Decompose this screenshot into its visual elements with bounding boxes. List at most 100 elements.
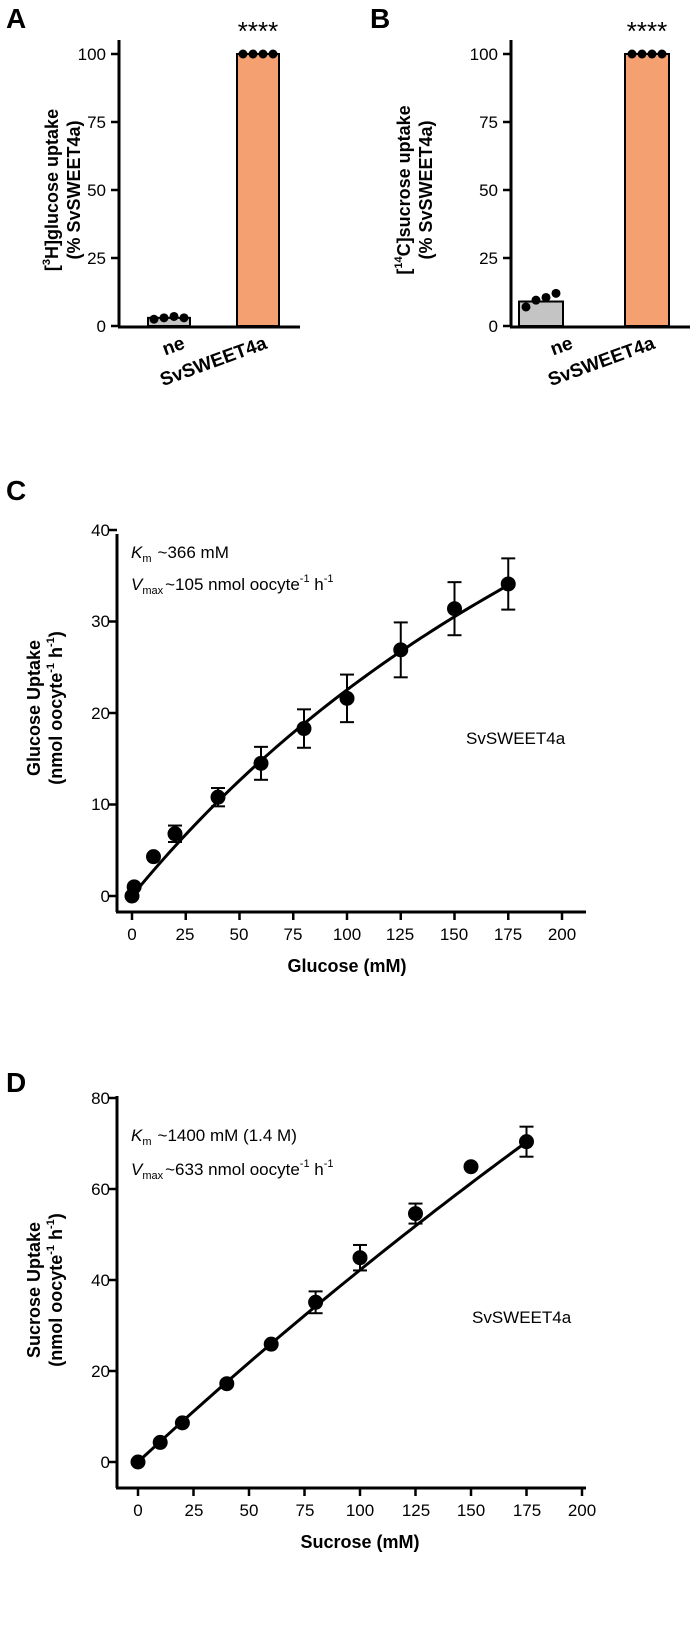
data-point <box>531 295 541 305</box>
panel-c-yticks: 0 10 20 30 40 <box>91 521 110 906</box>
panel-c-xtick-label: 125 <box>386 925 414 944</box>
panel-b-points <box>521 49 667 312</box>
data-point <box>248 49 258 59</box>
data-point <box>146 849 161 865</box>
panel-b-bar-svsweet4a <box>624 53 670 327</box>
panel-d-xtick-label: 75 <box>296 1501 315 1520</box>
panel-c-xticks: 0 25 50 75 100 125 150 175 200 <box>127 925 576 944</box>
data-point <box>308 1294 324 1310</box>
panel-c-km-annotation: Km ~366 mM <box>131 543 229 565</box>
panel-a-points <box>149 49 278 324</box>
data-point <box>463 1159 479 1175</box>
panel-c-xtick-label: 175 <box>494 925 522 944</box>
panel-c: C Glucose Uptake (nmol oocyte-1 h-1) 0 1… <box>6 475 586 976</box>
data-point <box>500 576 516 592</box>
data-point <box>149 314 159 324</box>
data-point <box>169 311 179 321</box>
data-point <box>238 49 248 59</box>
panel-a-ylabel-line1: [3H]glucose uptake <box>41 109 62 271</box>
panel-a-ytick-label: 0 <box>97 317 106 336</box>
panel-c-ylabel-line2: (nmol oocyte-1 h-1) <box>45 631 66 785</box>
panel-c-xtick-label: 200 <box>548 925 576 944</box>
data-point <box>210 789 226 805</box>
panel-d-fit-curve <box>136 1140 528 1464</box>
data-point <box>174 1415 190 1431</box>
panel-d-xtick-label: 50 <box>240 1501 259 1520</box>
data-point <box>657 49 667 59</box>
panel-d-xtick-label: 150 <box>457 1501 485 1520</box>
data-point <box>339 690 355 706</box>
data-point <box>541 292 551 302</box>
panel-c-xtick-label: 100 <box>333 925 361 944</box>
data-point <box>296 721 312 737</box>
panel-a-significance: **** <box>238 16 278 46</box>
panel-a: A [3H]glucose uptake (% SvSWEET4a) 0 25 … <box>6 3 300 391</box>
panel-d-xlabel: Sucrose (mM) <box>300 1532 419 1552</box>
data-point <box>352 1250 368 1266</box>
panel-c-xtick-label: 0 <box>127 925 136 944</box>
panel-c-xtick-label: 50 <box>230 925 249 944</box>
panel-b-letter: B <box>370 3 390 34</box>
data-point <box>167 826 183 842</box>
panel-a-ytick-label: 25 <box>87 249 106 268</box>
panel-d-ytick-label: 40 <box>91 1271 110 1290</box>
panel-a-ytick-label: 75 <box>87 113 106 132</box>
data-point <box>447 601 462 617</box>
panel-c-xtick-label: 150 <box>440 925 468 944</box>
panel-a-ytick-label: 100 <box>78 45 106 64</box>
data-point <box>268 49 278 59</box>
panel-b-ylabel-line2: (% SvSWEET4a) <box>416 120 436 259</box>
panel-c-ytick-label: 10 <box>91 795 110 814</box>
panel-a-letter: A <box>6 3 26 34</box>
panel-b-ytick-label: 75 <box>479 113 498 132</box>
data-point <box>258 49 268 59</box>
panel-d-letter: D <box>6 1067 26 1098</box>
panel-c-ytick-label: 20 <box>91 704 110 723</box>
panel-d-xtick-label: 200 <box>568 1501 596 1520</box>
panel-d-ytick-label: 80 <box>91 1089 110 1108</box>
panel-b-ytick-label: 25 <box>479 249 498 268</box>
panel-c-xlabel: Glucose (mM) <box>287 956 406 976</box>
panel-d-xtick-label: 25 <box>185 1501 204 1520</box>
panel-d-xtick-label: 125 <box>402 1501 430 1520</box>
panel-c-series-label: SvSWEET4a <box>466 729 566 748</box>
panel-c-points <box>124 557 516 904</box>
panel-b-y-axis: 0 25 50 75 100 <box>470 40 513 336</box>
data-point <box>253 755 269 771</box>
panel-d-xtick-label: 100 <box>346 1501 374 1520</box>
panel-b-significance: **** <box>627 16 667 46</box>
panel-b-ytick-label: 0 <box>489 317 498 336</box>
panel-c-ytick-label: 40 <box>91 521 110 540</box>
data-point <box>647 49 657 59</box>
panel-c-ticks <box>109 528 564 920</box>
panel-a-ylabel-line2: (% SvSWEET4a) <box>64 120 84 259</box>
panel-b: B [14C]sucrose uptake (% SvSWEET4a) 0 25… <box>370 3 690 391</box>
panel-d: D Sucrose Uptake (nmol oocyte-1 h-1) 0 2… <box>6 1067 596 1552</box>
panel-c-xtick-label: 25 <box>176 925 195 944</box>
panel-d-yticks: 0 20 40 60 80 <box>91 1089 110 1472</box>
panel-c-letter: C <box>6 475 26 506</box>
panel-d-ylabel-line1: Sucrose Uptake <box>24 1222 44 1358</box>
data-point <box>179 313 189 323</box>
panel-c-xtick-label: 75 <box>284 925 303 944</box>
data-point <box>521 302 531 312</box>
data-point <box>263 1336 279 1352</box>
panel-b-category-label: ne <box>548 333 576 360</box>
panel-d-xtick-label: 0 <box>133 1501 142 1520</box>
panel-b-ylabel-line1: [14C]sucrose uptake <box>393 105 414 274</box>
panel-c-vmax-annotation: Vmax ~105 nmol oocyte-1 h-1 <box>131 573 334 597</box>
panel-b-ytick-label: 100 <box>470 45 498 64</box>
data-point <box>393 642 409 658</box>
panel-a-y-axis: 0 25 50 75 100 <box>78 40 121 336</box>
panel-d-ytick-label: 0 <box>101 1453 110 1472</box>
data-point <box>130 1454 146 1470</box>
data-point <box>637 49 647 59</box>
panel-d-xticks: 0 25 50 75 100 125 150 175 200 <box>133 1501 596 1520</box>
panel-a-bar-svsweet4a <box>236 53 280 327</box>
panel-c-ylabel-line1: Glucose Uptake <box>24 640 44 776</box>
panel-c-fit-curve <box>130 583 509 897</box>
panel-d-ytick-label: 20 <box>91 1362 110 1381</box>
data-point <box>408 1206 423 1222</box>
panel-d-ticks <box>109 1096 584 1496</box>
